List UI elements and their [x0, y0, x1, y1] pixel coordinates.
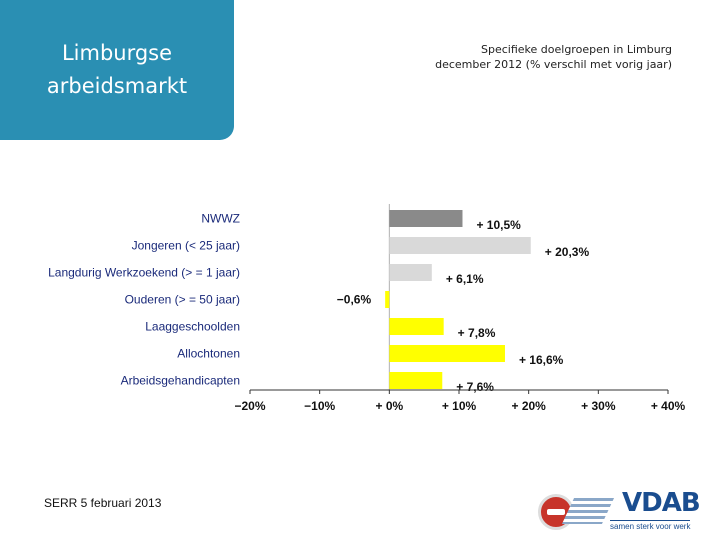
x-tick-label-3: + 10% — [442, 399, 477, 413]
vdab-tagline: samen sterk voor werk — [610, 520, 691, 531]
x-tick-label-5: + 30% — [581, 399, 616, 413]
bar-0 — [389, 210, 463, 227]
category-label-5: Allochtonen — [177, 347, 240, 361]
x-tick-label-4: + 20% — [511, 399, 546, 413]
footer-text: SERR 5 februari 2013 — [44, 496, 162, 510]
vdab-logo: VDAB — [622, 488, 701, 518]
x-tick-label-6: + 40% — [651, 399, 686, 413]
category-label-6: Arbeidsgehandicapten — [121, 374, 240, 388]
value-label-6: + 7,6% — [456, 380, 494, 394]
value-label-2: + 6,1% — [446, 272, 484, 286]
bar-1 — [389, 237, 531, 254]
x-tick-label-2: + 0% — [375, 399, 403, 413]
chart-title: Specifieke doelgroepen in Limburg decemb… — [435, 42, 672, 72]
chart-title-line-2: december 2012 (% verschil met vorig jaar… — [435, 58, 672, 71]
value-label-5: + 16,6% — [519, 353, 564, 367]
value-label-0: + 10,5% — [476, 218, 521, 232]
category-label-0: NWWZ — [201, 212, 240, 226]
slide-title: Limburgse arbeidsmarkt — [46, 41, 188, 98]
category-label-2: Langdurig Werkzoekend (> = 1 jaar) — [48, 266, 240, 280]
category-label-4: Laaggeschoolden — [145, 320, 240, 334]
value-label-4: + 7,8% — [458, 326, 496, 340]
chart-title-line-1: Specifieke doelgroepen in Limburg — [481, 43, 672, 56]
category-label-3: Ouderen (> = 50 jaar) — [125, 293, 240, 307]
category-label-1: Jongeren (< 25 jaar) — [132, 239, 240, 253]
bar-2 — [389, 264, 432, 281]
value-label-1: + 20,3% — [545, 245, 590, 259]
bar-5 — [389, 345, 505, 362]
slide-title-box: Limburgse arbeidsmarkt — [0, 0, 234, 140]
bar-chart: NWWZ + 10,5% Jongeren (< 25 jaar) + 20,3% La… — [48, 204, 686, 413]
bar-3 — [385, 291, 390, 308]
bar-6 — [389, 372, 443, 389]
x-tick-label-1: −10% — [304, 399, 335, 413]
value-label-3: −0,6% — [337, 293, 372, 307]
x-tick-label-0: −20% — [234, 399, 265, 413]
bar-4 — [389, 318, 444, 335]
